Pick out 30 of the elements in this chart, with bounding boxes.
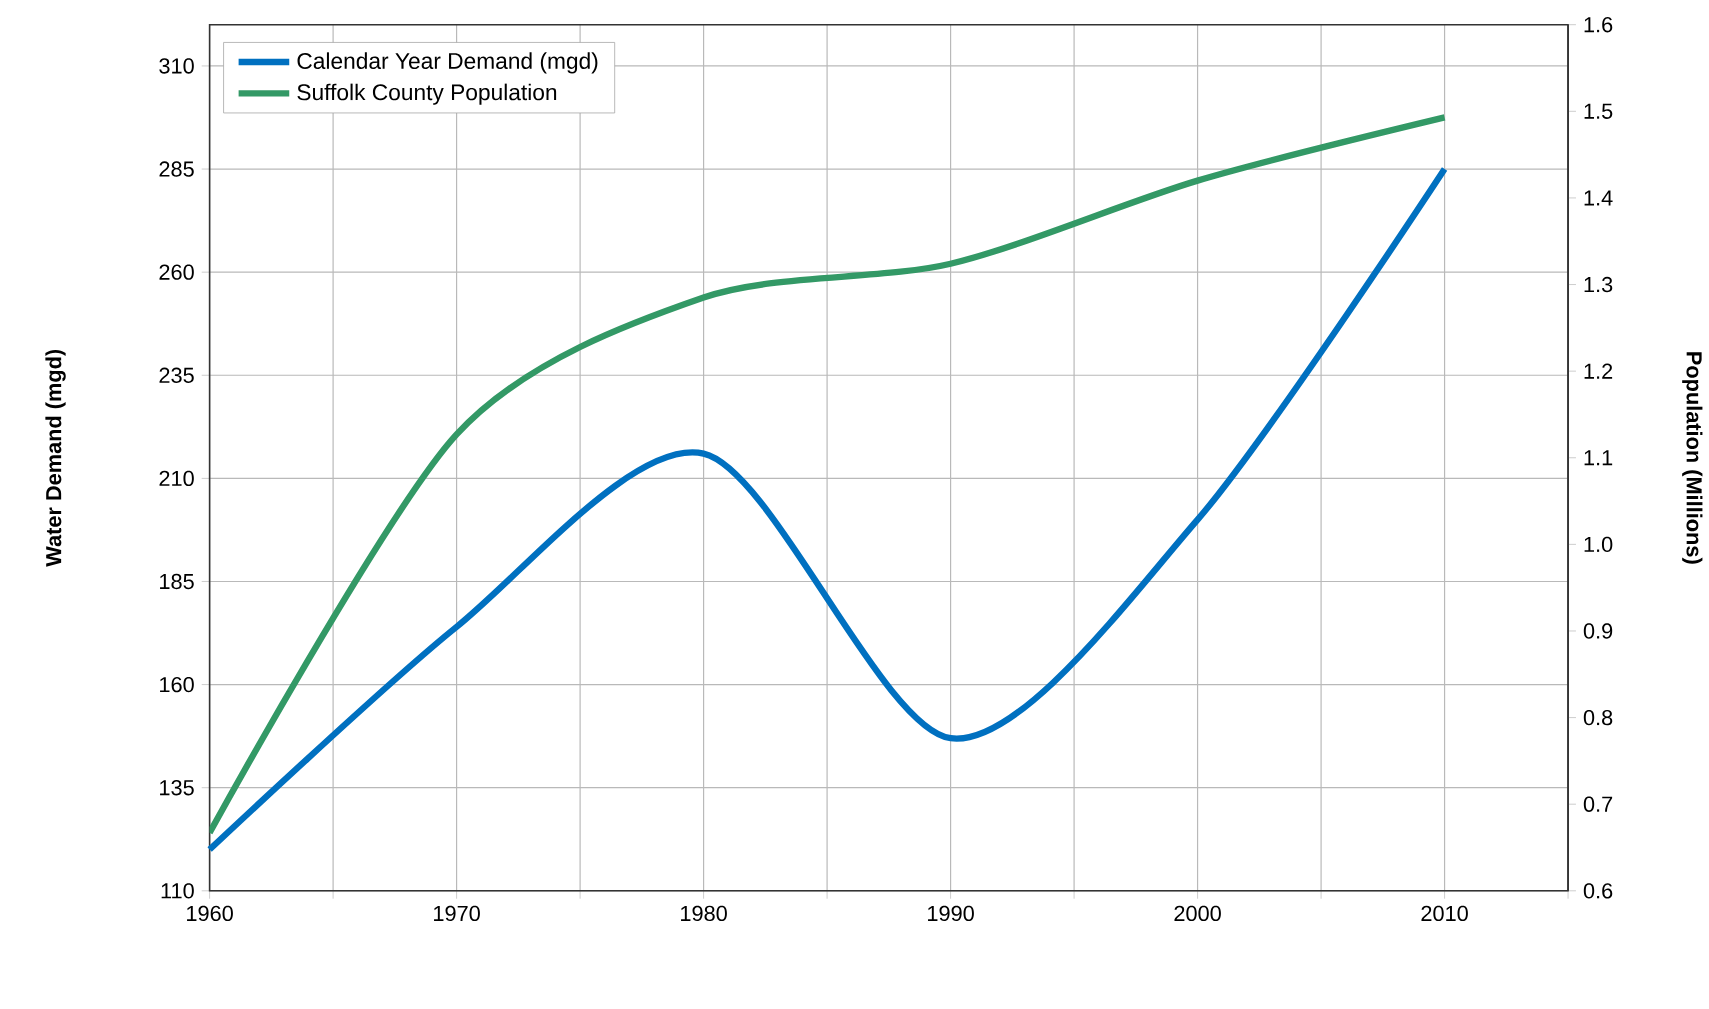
x-tick-label: 1960	[187, 905, 233, 921]
legend-label: Calendar Year Demand (mgd)	[297, 52, 598, 74]
y2-tick-label: 0.8	[1583, 709, 1613, 726]
y2-tick-label: 1.6	[1584, 16, 1613, 33]
y2-tick-label: 0.7	[1583, 796, 1613, 812]
y2-tick-label: 1.5	[1584, 103, 1613, 119]
y-tick-label: 210	[159, 470, 194, 486]
y2-tick-label: 1.4	[1584, 190, 1613, 206]
y-axis-title: Water Demand (mgd)	[45, 349, 66, 567]
x-tick-label: 1970	[434, 905, 480, 921]
y-tick-label: 235	[159, 367, 194, 383]
y-tick-label: 285	[159, 161, 194, 177]
legend-label: Suffolk County Population	[297, 83, 557, 105]
y-tick-label: 110	[161, 882, 194, 899]
x-tick-label: 2000	[1174, 905, 1221, 921]
y2-tick-label: 0.9	[1583, 623, 1613, 639]
y-tick-label: 310	[159, 58, 194, 74]
y2-tick-label: 1.2	[1584, 363, 1613, 379]
y2-axis-title: Population (Millions)	[1682, 352, 1703, 564]
y2-tick-label: 1.3	[1584, 276, 1613, 293]
y-tick-label: 135	[160, 779, 194, 796]
y2-tick-label: 1.0	[1584, 536, 1613, 552]
y-tick-label: 260	[159, 264, 194, 280]
y-tick-label: 185	[160, 573, 194, 589]
x-tick-label: 2010	[1421, 905, 1468, 921]
x-tick-label: 1980	[681, 905, 727, 921]
x-tick-label: 1990	[928, 905, 974, 921]
y2-tick-label: 0.6	[1583, 882, 1613, 899]
y-tick-label: 160	[160, 676, 194, 693]
y2-tick-label: 1.1	[1584, 450, 1613, 466]
